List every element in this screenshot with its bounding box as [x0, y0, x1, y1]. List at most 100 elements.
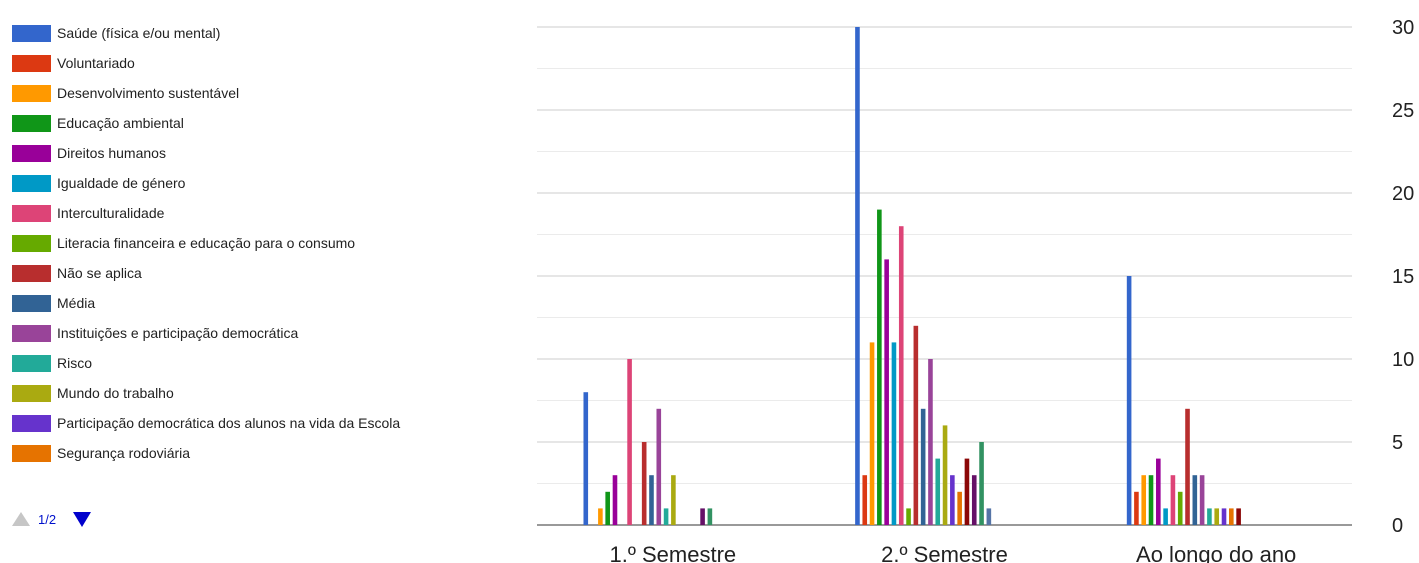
- bar: [979, 442, 984, 525]
- legend-item[interactable]: Igualdade de género: [10, 172, 530, 202]
- legend-label: Não se aplica: [57, 265, 142, 281]
- bar: [1134, 491, 1139, 525]
- previous-page-icon[interactable]: [12, 512, 30, 526]
- legend-label: Igualdade de género: [57, 175, 186, 191]
- legend-swatch: [12, 235, 51, 252]
- bar: [855, 27, 860, 525]
- legend-swatch: [12, 265, 51, 282]
- y-tick-label: 20: [1392, 183, 1414, 205]
- bar: [913, 325, 919, 525]
- legend-item[interactable]: Instituições e participação democrática: [10, 322, 530, 352]
- bar: [891, 342, 897, 525]
- bar: [971, 475, 977, 525]
- y-tick-label: 5: [1392, 432, 1403, 454]
- y-tick-label: 10: [1392, 349, 1414, 371]
- legend-item[interactable]: Direitos humanos: [10, 142, 530, 172]
- legend-label: Risco: [57, 355, 93, 371]
- bar: [877, 209, 882, 525]
- bar: [950, 475, 955, 525]
- bar: [898, 226, 904, 525]
- legend-swatch: [12, 445, 51, 462]
- legend-swatch: [12, 295, 51, 312]
- legend-item[interactable]: Segurança rodoviária: [10, 442, 530, 472]
- bar: [583, 392, 589, 525]
- x-tick-label: 2.º Semestre: [881, 542, 1008, 563]
- legend-label: Saúde (física e/ou mental): [57, 25, 221, 41]
- legend-item[interactable]: Voluntariado: [10, 52, 530, 82]
- legend-item[interactable]: Desenvolvimento sustentável: [10, 82, 530, 112]
- legend-label: Voluntariado: [57, 55, 135, 71]
- legend-label: Educação ambiental: [57, 115, 184, 131]
- bar: [671, 475, 676, 525]
- chart-legend: Saúde (física e/ou mental) Voluntariado De…: [10, 22, 530, 472]
- legend-label: Literacia financeira e educação para o c…: [57, 235, 356, 251]
- legend-swatch: [12, 55, 51, 72]
- legend-swatch: [12, 145, 51, 162]
- bar: [986, 508, 992, 525]
- bar: [1214, 508, 1220, 525]
- x-tick-label: 1.º Semestre: [610, 542, 737, 563]
- legend-swatch: [12, 205, 51, 222]
- y-tick-label: 15: [1392, 266, 1414, 288]
- y-tick-label: 0: [1392, 515, 1403, 537]
- legend-item[interactable]: Interculturalidade: [10, 202, 530, 232]
- legend-label: Desenvolvimento sustentável: [57, 85, 240, 101]
- legend-swatch: [12, 385, 51, 402]
- bar: [1170, 475, 1176, 525]
- legend-item[interactable]: Não se aplica: [10, 262, 530, 292]
- legend-item[interactable]: Literacia financeira e educação para o c…: [10, 232, 530, 262]
- bar: [1236, 508, 1241, 525]
- page-indicator: 1/2: [38, 512, 57, 527]
- bar: [862, 475, 868, 525]
- bar: [906, 508, 911, 525]
- y-tick-label: 25: [1392, 100, 1414, 122]
- y-tick-label: 30: [1392, 17, 1414, 39]
- bar: [649, 475, 654, 525]
- legend-swatch: [12, 85, 51, 102]
- bar: [605, 491, 610, 525]
- bar: [928, 359, 933, 525]
- bar: [935, 458, 941, 525]
- bar: [1177, 491, 1183, 525]
- bar: [1126, 276, 1132, 525]
- bar: [700, 508, 705, 525]
- legend-swatch: [12, 325, 51, 342]
- bar: [612, 475, 618, 525]
- legend-label: Interculturalidade: [57, 205, 165, 221]
- bar: [656, 408, 662, 525]
- legend-label: Direitos humanos: [57, 145, 166, 161]
- legend-label: Participação democrática dos alunos na v…: [57, 415, 401, 431]
- legend-label: Instituições e participação democrática: [57, 325, 299, 341]
- legend-item[interactable]: Mundo do trabalho: [10, 382, 530, 412]
- bar: [869, 342, 875, 525]
- bar: [663, 508, 669, 525]
- legend-item[interactable]: Saúde (física e/ou mental): [10, 22, 530, 52]
- legend-swatch: [12, 115, 51, 132]
- bar: [964, 458, 970, 525]
- legend-label: Segurança rodoviária: [57, 445, 191, 461]
- bar: [1207, 508, 1212, 525]
- next-page-icon[interactable]: [73, 512, 91, 527]
- legend-item[interactable]: Risco: [10, 352, 530, 382]
- bar: [1192, 475, 1198, 525]
- bar: [942, 425, 948, 525]
- bar: [598, 508, 603, 525]
- bar: [920, 408, 926, 525]
- bar: [1163, 508, 1168, 525]
- bar: [1185, 408, 1190, 525]
- bar: [1199, 475, 1205, 525]
- legend-item[interactable]: Participação democrática dos alunos na v…: [10, 412, 530, 442]
- x-tick-label: Ao longo do ano: [1136, 542, 1296, 563]
- bar: [1221, 508, 1227, 525]
- legend-item[interactable]: Média: [10, 292, 530, 322]
- bar: [627, 359, 632, 525]
- bar: [884, 259, 889, 525]
- bar: [1141, 475, 1147, 525]
- bar: [957, 491, 962, 525]
- legend-swatch: [12, 355, 51, 372]
- bar: [641, 442, 647, 525]
- legend-item[interactable]: Educação ambiental: [10, 112, 530, 142]
- bar: [1156, 458, 1161, 525]
- legend-swatch: [12, 415, 51, 432]
